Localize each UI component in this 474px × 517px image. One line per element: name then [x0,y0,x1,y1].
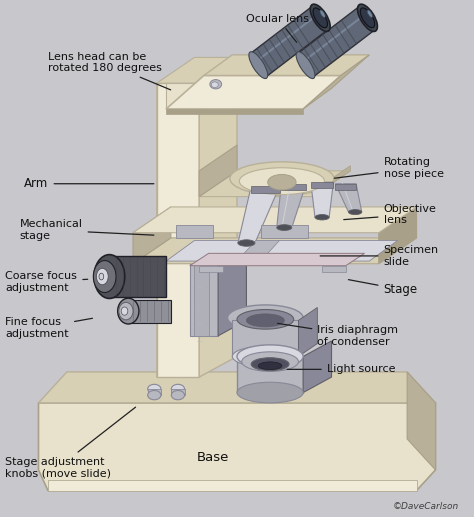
Text: ©DaveCarlson: ©DaveCarlson [393,502,459,511]
Ellipse shape [121,307,128,315]
Polygon shape [251,6,328,77]
Polygon shape [299,308,318,356]
Polygon shape [156,57,237,83]
Polygon shape [204,55,369,75]
Text: Iris diaphragm
of condenser: Iris diaphragm of condenser [278,323,398,346]
Polygon shape [166,75,341,109]
Ellipse shape [93,261,116,293]
Ellipse shape [258,362,282,370]
Polygon shape [199,266,223,272]
Polygon shape [133,207,417,233]
Polygon shape [148,389,161,395]
Polygon shape [261,225,308,238]
Ellipse shape [242,352,299,371]
Polygon shape [335,184,362,212]
Polygon shape [379,207,417,264]
Ellipse shape [118,298,139,324]
Text: Objective
lens: Objective lens [344,204,437,225]
Polygon shape [322,266,346,272]
Polygon shape [199,171,350,196]
Ellipse shape [313,8,328,28]
Ellipse shape [94,255,125,298]
Polygon shape [109,256,166,297]
Ellipse shape [232,346,299,367]
Ellipse shape [360,8,374,28]
Text: Fine focus
adjustment: Fine focus adjustment [5,317,92,339]
Polygon shape [218,248,246,336]
Ellipse shape [237,345,303,368]
Text: Stage: Stage [348,280,418,296]
Polygon shape [199,145,237,196]
Polygon shape [156,83,199,377]
Ellipse shape [96,268,108,285]
Text: Mechanical
stage: Mechanical stage [19,219,154,241]
Polygon shape [313,165,350,196]
Polygon shape [128,300,171,323]
Polygon shape [237,356,303,392]
Ellipse shape [230,162,334,195]
Text: Coarse focus
adjustment: Coarse focus adjustment [5,271,88,293]
Polygon shape [194,264,209,336]
Polygon shape [232,321,299,356]
Text: Stage adjustment
knobs (move slide): Stage adjustment knobs (move slide) [5,407,136,478]
Ellipse shape [238,240,255,246]
Text: Ocular lens: Ocular lens [246,14,310,42]
Ellipse shape [296,52,315,79]
Ellipse shape [237,382,303,403]
Polygon shape [166,83,204,109]
Polygon shape [277,184,306,227]
Polygon shape [133,207,171,264]
Ellipse shape [211,82,219,87]
Polygon shape [238,186,280,243]
Polygon shape [171,389,184,395]
Ellipse shape [310,4,330,32]
Ellipse shape [367,10,373,18]
Ellipse shape [239,168,324,194]
Polygon shape [251,186,280,192]
Text: Light source: Light source [287,364,395,374]
Text: Rotating
nose piece: Rotating nose piece [334,158,444,179]
Polygon shape [237,240,280,261]
Polygon shape [407,372,436,470]
Ellipse shape [348,209,362,215]
Polygon shape [166,240,398,261]
Ellipse shape [320,10,325,18]
Polygon shape [133,238,417,264]
Ellipse shape [99,273,104,280]
Polygon shape [38,372,436,403]
Polygon shape [166,109,303,114]
Ellipse shape [228,305,303,331]
Text: Arm: Arm [24,177,154,190]
Ellipse shape [357,4,377,32]
Polygon shape [48,480,417,491]
Ellipse shape [148,390,161,400]
Polygon shape [335,184,356,190]
Ellipse shape [268,174,296,190]
Ellipse shape [148,384,161,393]
Text: Lens head can be
rotated 180 degrees: Lens head can be rotated 180 degrees [48,52,171,90]
Text: Base: Base [197,450,229,464]
Polygon shape [282,184,306,190]
Polygon shape [190,264,218,336]
Ellipse shape [237,310,294,329]
Polygon shape [190,253,365,266]
Polygon shape [311,182,333,217]
Ellipse shape [249,52,268,79]
Ellipse shape [171,384,184,393]
Ellipse shape [210,80,222,89]
Polygon shape [175,225,213,238]
Ellipse shape [246,314,284,327]
Ellipse shape [171,390,184,400]
Polygon shape [303,341,331,392]
Ellipse shape [277,225,292,231]
Polygon shape [303,55,369,109]
Polygon shape [38,403,436,491]
Ellipse shape [251,358,289,371]
Polygon shape [298,6,375,77]
Ellipse shape [315,215,329,220]
Ellipse shape [119,302,133,320]
Polygon shape [311,182,333,188]
Polygon shape [199,57,237,377]
Text: Specimen
slide: Specimen slide [320,245,438,267]
